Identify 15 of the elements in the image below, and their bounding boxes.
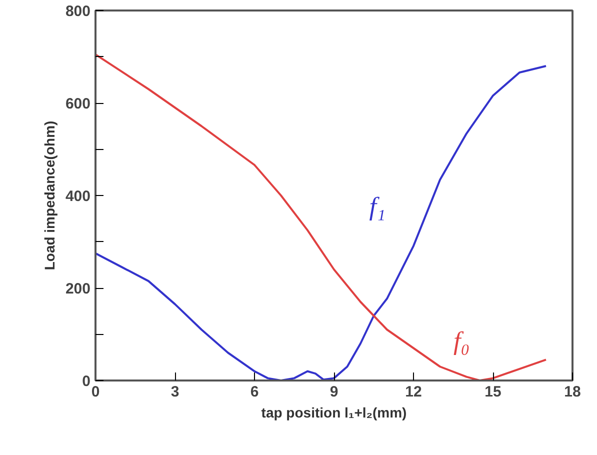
x-tick-label: 9	[330, 384, 338, 400]
x-axis-title: tap position l₁+l₂(mm)	[261, 404, 407, 420]
y-tick-label: 800	[65, 3, 91, 20]
y-axis-title: Load impedance(ohm)	[41, 120, 58, 270]
x-tick-label: 12	[405, 384, 422, 400]
x-tick-label: 3	[170, 384, 180, 400]
series-label: f₁	[369, 192, 386, 221]
x-tick-label: 6	[250, 384, 259, 400]
y-tick-label: 600	[65, 96, 91, 112]
y-tick-label: 400	[65, 188, 91, 205]
x-tick-label: 15	[484, 384, 502, 400]
y-tick-label: 0	[82, 373, 90, 390]
y-tick-label: 200	[65, 280, 91, 298]
x-tick-label: 18	[564, 384, 581, 400]
series-label: f₀	[453, 326, 470, 356]
